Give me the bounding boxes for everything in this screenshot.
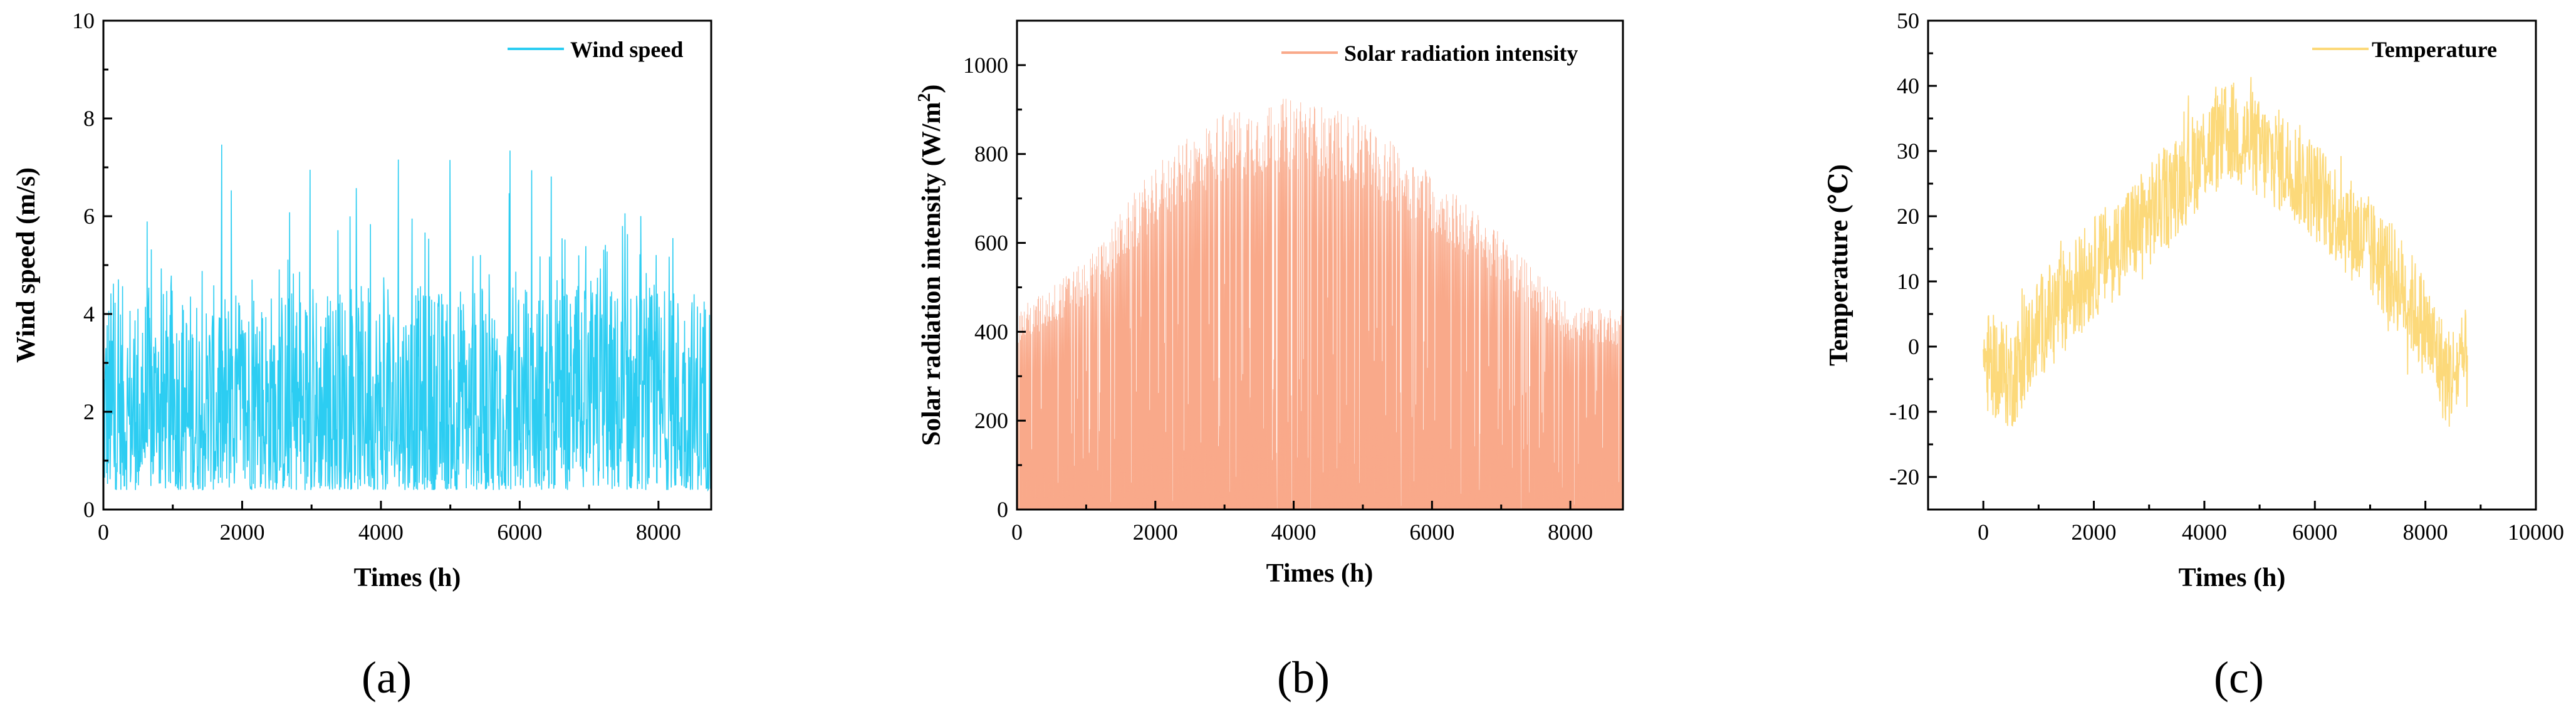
y-tick-label: -20	[1889, 464, 1919, 489]
y-tick-label: 200	[974, 408, 1008, 433]
x-tick-label: 4000	[358, 520, 404, 545]
y-tick-label: -10	[1889, 399, 1919, 424]
y-axis-title-end: )	[917, 85, 946, 93]
y-tick-label: 400	[974, 319, 1008, 344]
x-tick-label: 8000	[636, 520, 681, 545]
y-axis-title-superscript: 2	[915, 93, 934, 102]
y-axis-title: Temperature (℃)	[1825, 164, 1854, 366]
y-tick-label: 20	[1897, 204, 1919, 229]
x-axis-title: Times (h)	[1266, 559, 1374, 588]
panel-c-temperature: 0 2000 4000 6000 8000 10000-20-1001020304050 …	[1825, 8, 2564, 703]
axis-ticks: 0 2000 4000 6000 8000 0 200 400 600 800 1000	[963, 19, 1593, 545]
x-tick-label: 4000	[2182, 520, 2227, 545]
x-tick-label: 6000	[497, 520, 542, 545]
x-tick-label: 2000	[2072, 520, 2117, 545]
x-tick-label: 6000	[2292, 520, 2337, 545]
y-tick-label: 6	[83, 204, 95, 229]
y-tick-label: 10	[1897, 269, 1919, 294]
x-axis-title: Times (h)	[354, 563, 461, 592]
y-tick-label: 0	[1908, 334, 1919, 359]
solar-radiation-series	[1016, 98, 1624, 511]
x-tick-label: 4000	[1271, 520, 1317, 545]
x-tick-label: 10000	[2508, 520, 2564, 545]
x-tick-label: 2000	[1133, 520, 1178, 545]
y-tick-label: 30	[1897, 139, 1919, 164]
legend-label: Wind speed	[570, 37, 683, 62]
x-axis-title: Times (h)	[2179, 563, 2286, 592]
axis-ticks: 0 2000 4000 6000 8000 10000 -20 -10 0 10 20 30 40 50	[1889, 8, 2564, 545]
x-tick-label: 8000	[2403, 520, 2448, 545]
panel-a-wind-speed: 0 2000 4000 6000 8000 0 2 4 6 8 10 Wind speed Time…	[12, 8, 712, 703]
y-tick-label: 50	[1897, 8, 1919, 33]
y-axis-title: Solar radiation intensity (W/m2)	[915, 85, 946, 446]
legend: Wind speed	[508, 37, 683, 62]
x-tick-label: 0	[1978, 520, 1989, 545]
legend: Temperature	[2312, 37, 2497, 62]
x-tick-label: 0	[98, 520, 109, 545]
plot-frame	[1927, 19, 2537, 511]
wind-speed-line	[103, 144, 712, 492]
temperature-line	[1983, 76, 2468, 427]
solar-radiation-area	[1016, 98, 1624, 511]
axis-ticks: 0 2000 4000 6000 8000 0 2 4 6 8 10	[72, 8, 681, 545]
plot-frame	[1016, 19, 1624, 511]
y-tick-label: 40	[1897, 73, 1919, 98]
panel-label: (a)	[362, 652, 412, 703]
y-tick-label: 800	[974, 142, 1008, 167]
panel-label: (b)	[1277, 652, 1330, 703]
x-tick-label: 2000	[219, 520, 264, 545]
temperature-series	[1983, 76, 2468, 427]
legend-label: Temperature	[2372, 37, 2497, 62]
y-tick-label: 10	[72, 8, 95, 33]
y-axis-title-main: Solar radiation intensity (W/m	[917, 102, 946, 446]
y-tick-label: 8	[83, 106, 95, 131]
panel-label: (c)	[2214, 652, 2264, 703]
y-tick-label: 0	[997, 497, 1008, 522]
legend-label: Solar radiation intensity	[1344, 41, 1578, 66]
x-tick-label: 0	[1011, 520, 1023, 545]
x-tick-label: 6000	[1409, 520, 1454, 545]
y-tick-label: 2	[83, 399, 95, 424]
x-tick-label: 8000	[1548, 520, 1593, 545]
y-tick-label: 0	[83, 497, 95, 522]
y-axis-title: Wind speed (m/s)	[12, 167, 41, 363]
y-tick-label: 4	[83, 301, 95, 327]
legend: Solar radiation intensity	[1281, 41, 1578, 66]
y-tick-label: 600	[974, 231, 1008, 256]
y-tick-label: 1000	[963, 53, 1008, 78]
panel-b-solar-radiation: 0 2000 4000 6000 8000 0 200 400 600 800 1000 Solar…	[915, 19, 1624, 703]
wind-speed-series	[103, 144, 712, 492]
